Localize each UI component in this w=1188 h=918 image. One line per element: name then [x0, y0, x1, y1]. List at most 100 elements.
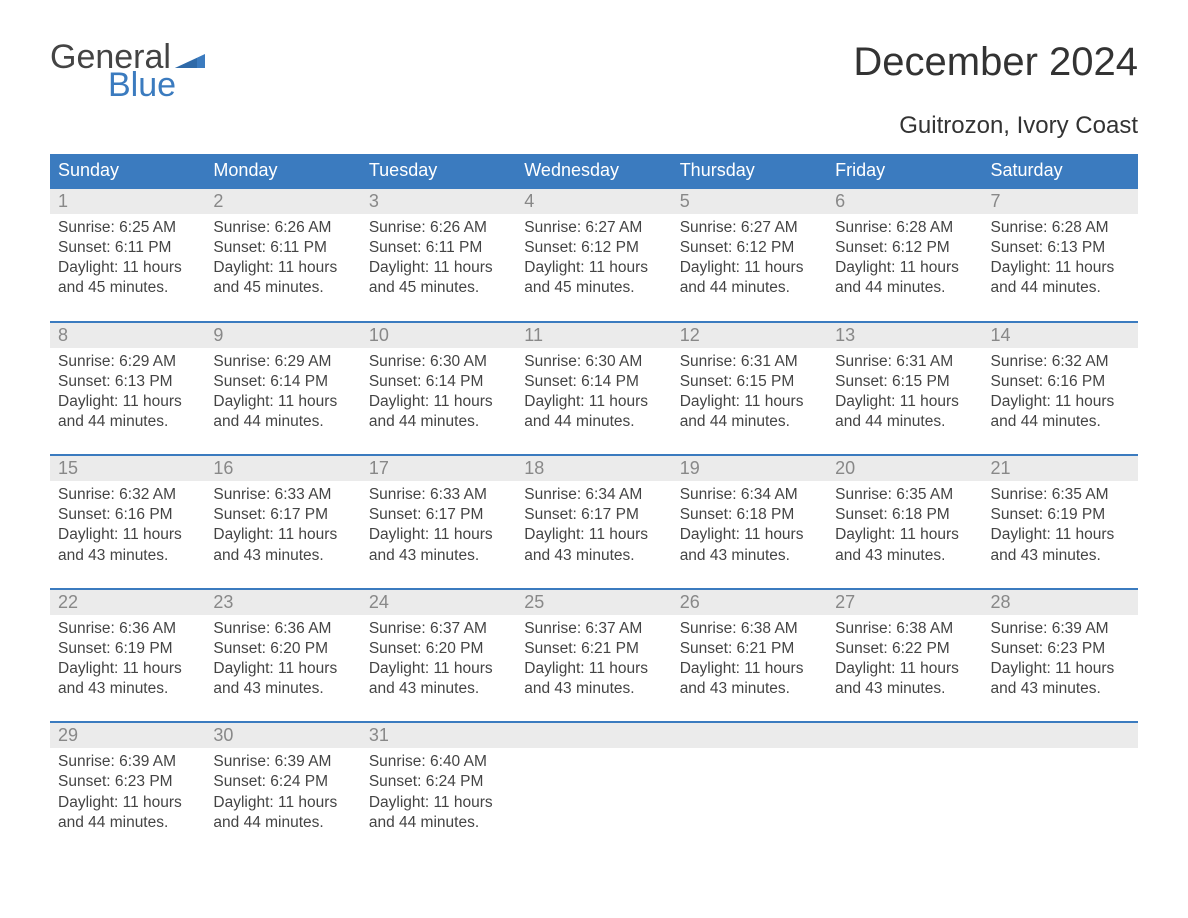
daylight-line2: and 45 minutes. — [524, 278, 663, 298]
day-number: 28 — [983, 590, 1138, 615]
day-number: 12 — [672, 323, 827, 348]
sunrise: Sunrise: 6:32 AM — [58, 485, 197, 505]
day-cell: Sunrise: 6:33 AMSunset: 6:17 PMDaylight:… — [361, 481, 516, 566]
data-row: Sunrise: 6:25 AMSunset: 6:11 PMDaylight:… — [50, 214, 1138, 299]
day-cell: Sunrise: 6:32 AMSunset: 6:16 PMDaylight:… — [983, 348, 1138, 433]
daylight-line2: and 43 minutes. — [835, 679, 974, 699]
day-number: 23 — [205, 590, 360, 615]
daylight-line1: Daylight: 11 hours — [680, 659, 819, 679]
sunset: Sunset: 6:15 PM — [835, 372, 974, 392]
daylight-line2: and 43 minutes. — [680, 679, 819, 699]
sunset: Sunset: 6:14 PM — [369, 372, 508, 392]
sunrise: Sunrise: 6:27 AM — [524, 218, 663, 238]
sunrise: Sunrise: 6:33 AM — [213, 485, 352, 505]
daylight-line1: Daylight: 11 hours — [680, 258, 819, 278]
page-title: December 2024 — [853, 40, 1138, 85]
daylight-line1: Daylight: 11 hours — [991, 659, 1130, 679]
sunrise: Sunrise: 6:37 AM — [524, 619, 663, 639]
day-cell — [827, 748, 982, 833]
day-number — [516, 723, 671, 748]
day-number: 1 — [50, 189, 205, 214]
daylight-line2: and 43 minutes. — [680, 546, 819, 566]
sunset: Sunset: 6:15 PM — [680, 372, 819, 392]
dow-header-row: Sunday Monday Tuesday Wednesday Thursday… — [50, 154, 1138, 187]
sunset: Sunset: 6:18 PM — [835, 505, 974, 525]
calendar: Sunday Monday Tuesday Wednesday Thursday… — [50, 154, 1138, 833]
dow-sunday: Sunday — [50, 154, 205, 187]
day-cell: Sunrise: 6:30 AMSunset: 6:14 PMDaylight:… — [516, 348, 671, 433]
daylight-line2: and 44 minutes. — [58, 813, 197, 833]
week-row: 8 9 10 11 12 13 14 Sunrise: 6:29 AMSunse… — [50, 321, 1138, 433]
sunset: Sunset: 6:24 PM — [369, 772, 508, 792]
daylight-line1: Daylight: 11 hours — [524, 659, 663, 679]
day-cell: Sunrise: 6:39 AMSunset: 6:24 PMDaylight:… — [205, 748, 360, 833]
daylight-line1: Daylight: 11 hours — [58, 392, 197, 412]
daylight-line1: Daylight: 11 hours — [369, 793, 508, 813]
day-number: 10 — [361, 323, 516, 348]
day-cell: Sunrise: 6:40 AMSunset: 6:24 PMDaylight:… — [361, 748, 516, 833]
day-number: 25 — [516, 590, 671, 615]
daylight-line2: and 44 minutes. — [835, 412, 974, 432]
day-cell: Sunrise: 6:37 AMSunset: 6:20 PMDaylight:… — [361, 615, 516, 700]
daylight-line1: Daylight: 11 hours — [835, 392, 974, 412]
daylight-line1: Daylight: 11 hours — [369, 659, 508, 679]
daylight-line1: Daylight: 11 hours — [58, 258, 197, 278]
sunrise: Sunrise: 6:30 AM — [369, 352, 508, 372]
sunrise: Sunrise: 6:37 AM — [369, 619, 508, 639]
day-number: 30 — [205, 723, 360, 748]
daylight-line2: and 44 minutes. — [213, 412, 352, 432]
day-cell: Sunrise: 6:39 AMSunset: 6:23 PMDaylight:… — [50, 748, 205, 833]
sunrise: Sunrise: 6:31 AM — [835, 352, 974, 372]
day-number: 24 — [361, 590, 516, 615]
sunset: Sunset: 6:12 PM — [524, 238, 663, 258]
day-number: 16 — [205, 456, 360, 481]
sunrise: Sunrise: 6:31 AM — [680, 352, 819, 372]
sunset: Sunset: 6:23 PM — [991, 639, 1130, 659]
day-number: 18 — [516, 456, 671, 481]
sunrise: Sunrise: 6:28 AM — [991, 218, 1130, 238]
sunrise: Sunrise: 6:30 AM — [524, 352, 663, 372]
day-number: 14 — [983, 323, 1138, 348]
day-cell: Sunrise: 6:33 AMSunset: 6:17 PMDaylight:… — [205, 481, 360, 566]
daylight-line1: Daylight: 11 hours — [369, 258, 508, 278]
daylight-line1: Daylight: 11 hours — [991, 525, 1130, 545]
dow-thursday: Thursday — [672, 154, 827, 187]
day-cell: Sunrise: 6:26 AMSunset: 6:11 PMDaylight:… — [205, 214, 360, 299]
day-cell: Sunrise: 6:36 AMSunset: 6:19 PMDaylight:… — [50, 615, 205, 700]
dow-wednesday: Wednesday — [516, 154, 671, 187]
day-number: 31 — [361, 723, 516, 748]
sunset: Sunset: 6:22 PM — [835, 639, 974, 659]
day-number: 26 — [672, 590, 827, 615]
sunrise: Sunrise: 6:39 AM — [991, 619, 1130, 639]
sunset: Sunset: 6:24 PM — [213, 772, 352, 792]
sunset: Sunset: 6:13 PM — [991, 238, 1130, 258]
day-cell: Sunrise: 6:39 AMSunset: 6:23 PMDaylight:… — [983, 615, 1138, 700]
daylight-line1: Daylight: 11 hours — [213, 793, 352, 813]
daylight-line1: Daylight: 11 hours — [680, 525, 819, 545]
header: General Blue December 2024 — [50, 40, 1138, 102]
daylight-line2: and 43 minutes. — [835, 546, 974, 566]
logo-text-blue: Blue — [108, 68, 205, 102]
sunrise: Sunrise: 6:32 AM — [991, 352, 1130, 372]
sunset: Sunset: 6:11 PM — [369, 238, 508, 258]
sunset: Sunset: 6:12 PM — [835, 238, 974, 258]
daylight-line2: and 43 minutes. — [58, 546, 197, 566]
daylight-line2: and 43 minutes. — [213, 679, 352, 699]
daylight-line1: Daylight: 11 hours — [524, 258, 663, 278]
sunrise: Sunrise: 6:34 AM — [680, 485, 819, 505]
daylight-line1: Daylight: 11 hours — [58, 793, 197, 813]
sunrise: Sunrise: 6:29 AM — [58, 352, 197, 372]
daylight-line1: Daylight: 11 hours — [213, 525, 352, 545]
sunrise: Sunrise: 6:39 AM — [58, 752, 197, 772]
daylight-line1: Daylight: 11 hours — [369, 392, 508, 412]
data-row: Sunrise: 6:39 AMSunset: 6:23 PMDaylight:… — [50, 748, 1138, 833]
day-cell: Sunrise: 6:28 AMSunset: 6:12 PMDaylight:… — [827, 214, 982, 299]
daynum-row: 22 23 24 25 26 27 28 — [50, 590, 1138, 615]
day-number: 6 — [827, 189, 982, 214]
data-row: Sunrise: 6:29 AMSunset: 6:13 PMDaylight:… — [50, 348, 1138, 433]
day-number: 21 — [983, 456, 1138, 481]
day-cell: Sunrise: 6:29 AMSunset: 6:13 PMDaylight:… — [50, 348, 205, 433]
daylight-line1: Daylight: 11 hours — [835, 258, 974, 278]
daynum-row: 29 30 31 — [50, 723, 1138, 748]
sunset: Sunset: 6:19 PM — [991, 505, 1130, 525]
